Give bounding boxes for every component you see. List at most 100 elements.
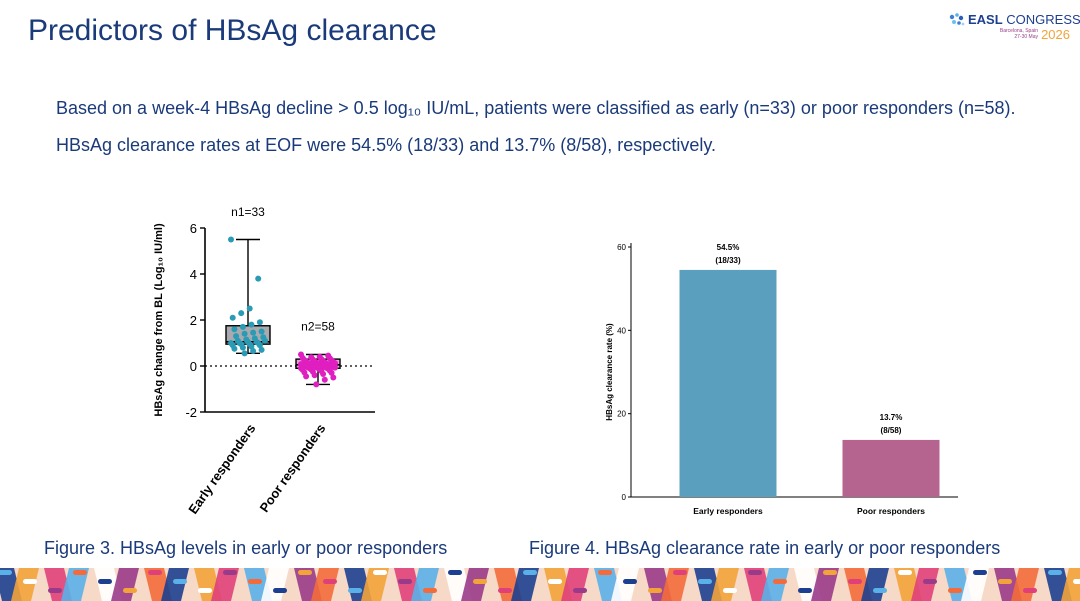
y-axis-label: HBsAg clearance rate (%): [605, 323, 614, 421]
band-shape: [961, 568, 989, 601]
logo-location: Barcelona, Spain 27-30 May: [1000, 28, 1038, 40]
band-shape: [11, 568, 39, 601]
data-point: [239, 323, 246, 330]
easl-congress-logo: EASL CONGRESS Barcelona, Spain 27-30 May…: [948, 8, 1080, 44]
band-pill: [348, 588, 362, 593]
x-category-label: Early responders: [185, 421, 258, 515]
figure3-box-plot: HBsAg change from BL (Log₁₀ IU/ml) -2 0 2 4 6…: [153, 205, 375, 515]
y-tick-label: 6: [190, 221, 197, 236]
band-pill: [798, 588, 812, 593]
data-point: [248, 321, 255, 328]
band-pill: [773, 579, 787, 584]
data-point: [262, 337, 268, 344]
intro-paragraph: Based on a week-4 HBsAg decline > 0.5 lo…: [56, 98, 1016, 155]
figure4-bar-chart: HBsAg clearance rate (%) 0 20 40 60 54.5% (18/…: [605, 243, 958, 516]
data-point: [258, 346, 265, 353]
band-pill: [398, 579, 412, 584]
band-pill: [698, 579, 712, 584]
band-pill: [423, 588, 437, 593]
band-pill: [248, 579, 262, 584]
data-point: [231, 345, 238, 352]
bar: [679, 269, 777, 497]
bar-count-label: (18/33): [715, 256, 741, 265]
box-group: [295, 351, 341, 388]
x-category-label: Poor responders: [257, 421, 329, 515]
data-point: [233, 333, 240, 340]
band-shape: [1061, 568, 1080, 601]
band-pill: [48, 588, 62, 593]
band-pill: [548, 579, 562, 584]
x-category-label: Early responders: [693, 506, 763, 516]
data-point: [311, 372, 318, 379]
band-pill: [323, 579, 337, 584]
band-pill: [523, 570, 537, 575]
data-point: [239, 344, 246, 351]
y-tick-label: 2: [190, 313, 197, 328]
logo-year: 2026: [1041, 27, 1070, 42]
band-pill: [598, 570, 612, 575]
band-pill: [573, 588, 587, 593]
bar-value-label: 54.5%: [717, 243, 740, 252]
y-tick-label: 0: [622, 493, 627, 502]
band-pill: [498, 588, 512, 593]
band-shape: [511, 568, 539, 601]
band-pill: [148, 570, 162, 575]
data-point: [313, 381, 320, 388]
band-shape: [611, 568, 639, 601]
band-pill: [23, 579, 37, 584]
data-point: [241, 350, 248, 357]
data-point: [246, 305, 253, 312]
band-shape: [211, 568, 239, 601]
slide-title: Predictors of HBsAg clearance: [28, 14, 437, 47]
band-pill: [723, 588, 737, 593]
band-pill: [673, 570, 687, 575]
band-pill: [873, 588, 887, 593]
bar: [842, 439, 940, 497]
band-shape: [661, 568, 689, 601]
band-shape: [361, 568, 389, 601]
logo-brand: EASL CONGRESS: [968, 12, 1080, 27]
data-point: [321, 376, 328, 383]
data-point: [250, 329, 257, 336]
bar-count-label: (8/58): [881, 426, 902, 435]
band-pill: [273, 588, 287, 593]
logo-location-city: Barcelona, Spain: [999, 28, 1038, 34]
band-pill: [748, 570, 762, 575]
data-point: [231, 326, 238, 333]
band-pill: [823, 570, 837, 575]
band-pill: [848, 579, 862, 584]
band-pill: [373, 570, 387, 575]
band-pill: [923, 579, 937, 584]
data-point: [256, 342, 263, 349]
data-point: [229, 314, 236, 321]
logo-dots-icon: [949, 13, 965, 26]
band-shape: [761, 568, 789, 601]
band-pill: [73, 570, 87, 575]
band-shape: [311, 568, 339, 601]
data-point: [258, 328, 265, 335]
logo-brand-light: CONGRESS: [1006, 12, 1080, 27]
band-pill: [223, 570, 237, 575]
data-point: [256, 319, 263, 326]
data-point: [332, 364, 338, 371]
logo-brand-bold: EASL: [968, 12, 1003, 27]
data-point: [248, 343, 255, 350]
band-pill: [198, 588, 212, 593]
data-point: [241, 330, 248, 337]
band-pill: [1023, 588, 1037, 593]
band-pill: [898, 570, 912, 575]
band-pill: [0, 570, 12, 575]
y-tick-label: 4: [190, 267, 197, 282]
n-annotation: n2=58: [301, 320, 335, 334]
band-shape: [911, 568, 939, 601]
band-pill: [123, 588, 137, 593]
band-shape: [811, 568, 839, 601]
data-point: [328, 369, 335, 376]
y-axis-label: HBsAg change from BL (Log₁₀ IU/ml): [153, 223, 165, 417]
n-annotation: n1=33: [231, 205, 265, 219]
band-pill: [623, 579, 637, 584]
band-shape: [461, 568, 489, 601]
data-point: [228, 236, 234, 243]
band-pill: [173, 579, 187, 584]
band-pill: [1073, 579, 1080, 584]
